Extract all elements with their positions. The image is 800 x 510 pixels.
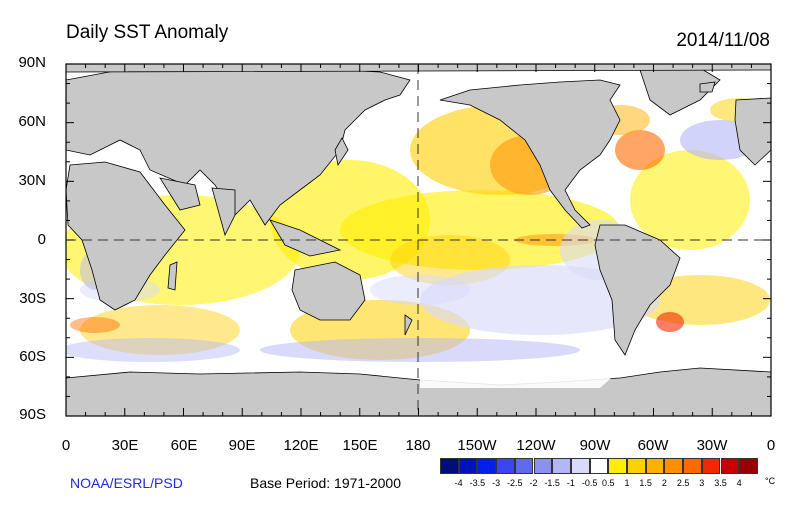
colorbar-swatch xyxy=(589,458,609,474)
lon-label-60e: 60E xyxy=(170,437,198,454)
colorbar-tick-label: -1 xyxy=(566,478,575,488)
lat-label-90s: 90S xyxy=(19,406,46,423)
map-date: 2014/11/08 xyxy=(676,30,770,51)
lat-label-30n: 30N xyxy=(18,172,46,189)
colorbar-swatch xyxy=(627,458,646,474)
lon-label-0: 0 xyxy=(61,437,71,454)
colorbar-swatch xyxy=(645,458,665,474)
colorbar-swatch xyxy=(739,458,758,474)
lon-label-30w: 30W xyxy=(696,437,728,454)
colorbar-swatch xyxy=(701,458,721,474)
colorbar-tick-label: 1.5 xyxy=(639,478,652,488)
colorbar-tick-label: -2 xyxy=(529,478,538,488)
colorbar-swatch xyxy=(458,458,478,474)
colorbar-tick-label: 1 xyxy=(624,478,630,488)
lon-label-120e: 120E xyxy=(283,437,319,454)
colorbar-swatch xyxy=(533,458,553,474)
base-period-text: Base Period: 1971-2000 xyxy=(250,475,401,491)
colorbar-tick-label: -4 xyxy=(454,478,463,488)
colorbar-tick-label: 3 xyxy=(699,478,705,488)
colorbar-tick-label: -2.5 xyxy=(507,478,523,488)
lon-label-60w: 60W xyxy=(637,437,669,454)
colorbar-tick-label: -3.5 xyxy=(469,478,486,488)
colorbar-swatch xyxy=(608,458,627,474)
colorbar-swatch xyxy=(720,458,740,474)
lat-label-60s: 60S xyxy=(19,348,46,365)
lat-label-90n: 90N xyxy=(18,54,46,71)
lon-label-90e: 90E xyxy=(228,437,256,454)
lon-label-90w: 90W xyxy=(579,437,611,454)
colorbar-swatch xyxy=(496,458,515,474)
colorbar-tick-label: -1.5 xyxy=(544,478,560,488)
colorbar-tick-label: 4 xyxy=(736,478,742,488)
colorbar-tick-label: 2 xyxy=(661,478,667,488)
colorbar-tick-label: 2.5 xyxy=(676,478,690,488)
colorbar-swatch xyxy=(664,458,684,474)
colorbar-tick-label: -3 xyxy=(492,478,501,488)
colorbar-unit: °C xyxy=(765,476,776,486)
colorbar-tick-label: 0.5 xyxy=(602,478,615,488)
lon-label-180: 180 xyxy=(405,437,431,454)
lon-label-150w: 150W xyxy=(457,437,497,454)
lon-label-150e: 150E xyxy=(342,437,378,454)
lon-label-30e: 30E xyxy=(111,437,139,454)
antarctic-sea-ice xyxy=(420,370,620,388)
colorbar-swatch xyxy=(570,458,590,474)
lon-label-0-end: 0 xyxy=(766,437,776,454)
colorbar-swatch xyxy=(683,458,702,474)
colorbar-tick-label: 3.5 xyxy=(714,478,727,488)
colorbar-swatch xyxy=(514,458,534,474)
colorbar-swatch xyxy=(552,458,571,474)
lat-label-60n: 60N xyxy=(18,113,46,130)
colorbar-swatch xyxy=(477,458,497,474)
colorbar-tick-label: -0.5 xyxy=(581,478,598,488)
map-title: Daily SST Anomaly xyxy=(66,22,229,43)
colorbar-swatch xyxy=(440,458,459,474)
lat-label-eq: 0 xyxy=(37,231,46,248)
axis-ticks xyxy=(65,63,772,417)
lat-label-30s: 30S xyxy=(19,290,46,307)
credit-text: NOAA/ESRL/PSD xyxy=(70,475,183,491)
lon-label-120w: 120W xyxy=(516,437,556,454)
